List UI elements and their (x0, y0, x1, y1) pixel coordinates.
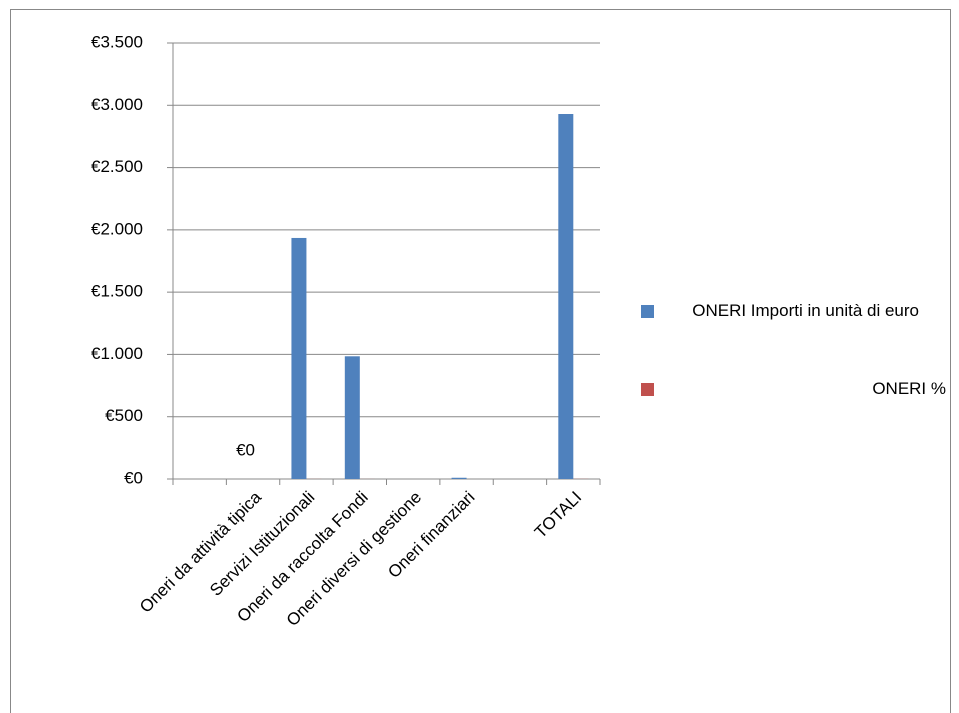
y-tick-label: €2.000 (91, 219, 143, 238)
legend-swatch (641, 383, 654, 396)
chart-border (10, 9, 951, 713)
data-label: €0 (236, 440, 255, 459)
bar (291, 237, 307, 479)
y-tick-label: €3.000 (91, 95, 143, 114)
y-tick-label: €3.500 (91, 32, 143, 51)
y-tick-label: €2.500 (91, 157, 143, 176)
bar (558, 114, 574, 480)
legend-swatch (641, 305, 654, 318)
y-tick-label: €0 (124, 468, 143, 487)
bar (344, 356, 360, 479)
y-tick-label: €1.000 (91, 344, 143, 363)
x-tick-label: TOTALI (531, 488, 585, 542)
bar (451, 477, 467, 479)
legend-label: ONERI % (872, 379, 946, 398)
legend-label: ONERI Importi in unità di euro (692, 301, 919, 320)
y-tick-label: €500 (105, 406, 143, 425)
y-tick-label: €1.500 (91, 282, 143, 301)
